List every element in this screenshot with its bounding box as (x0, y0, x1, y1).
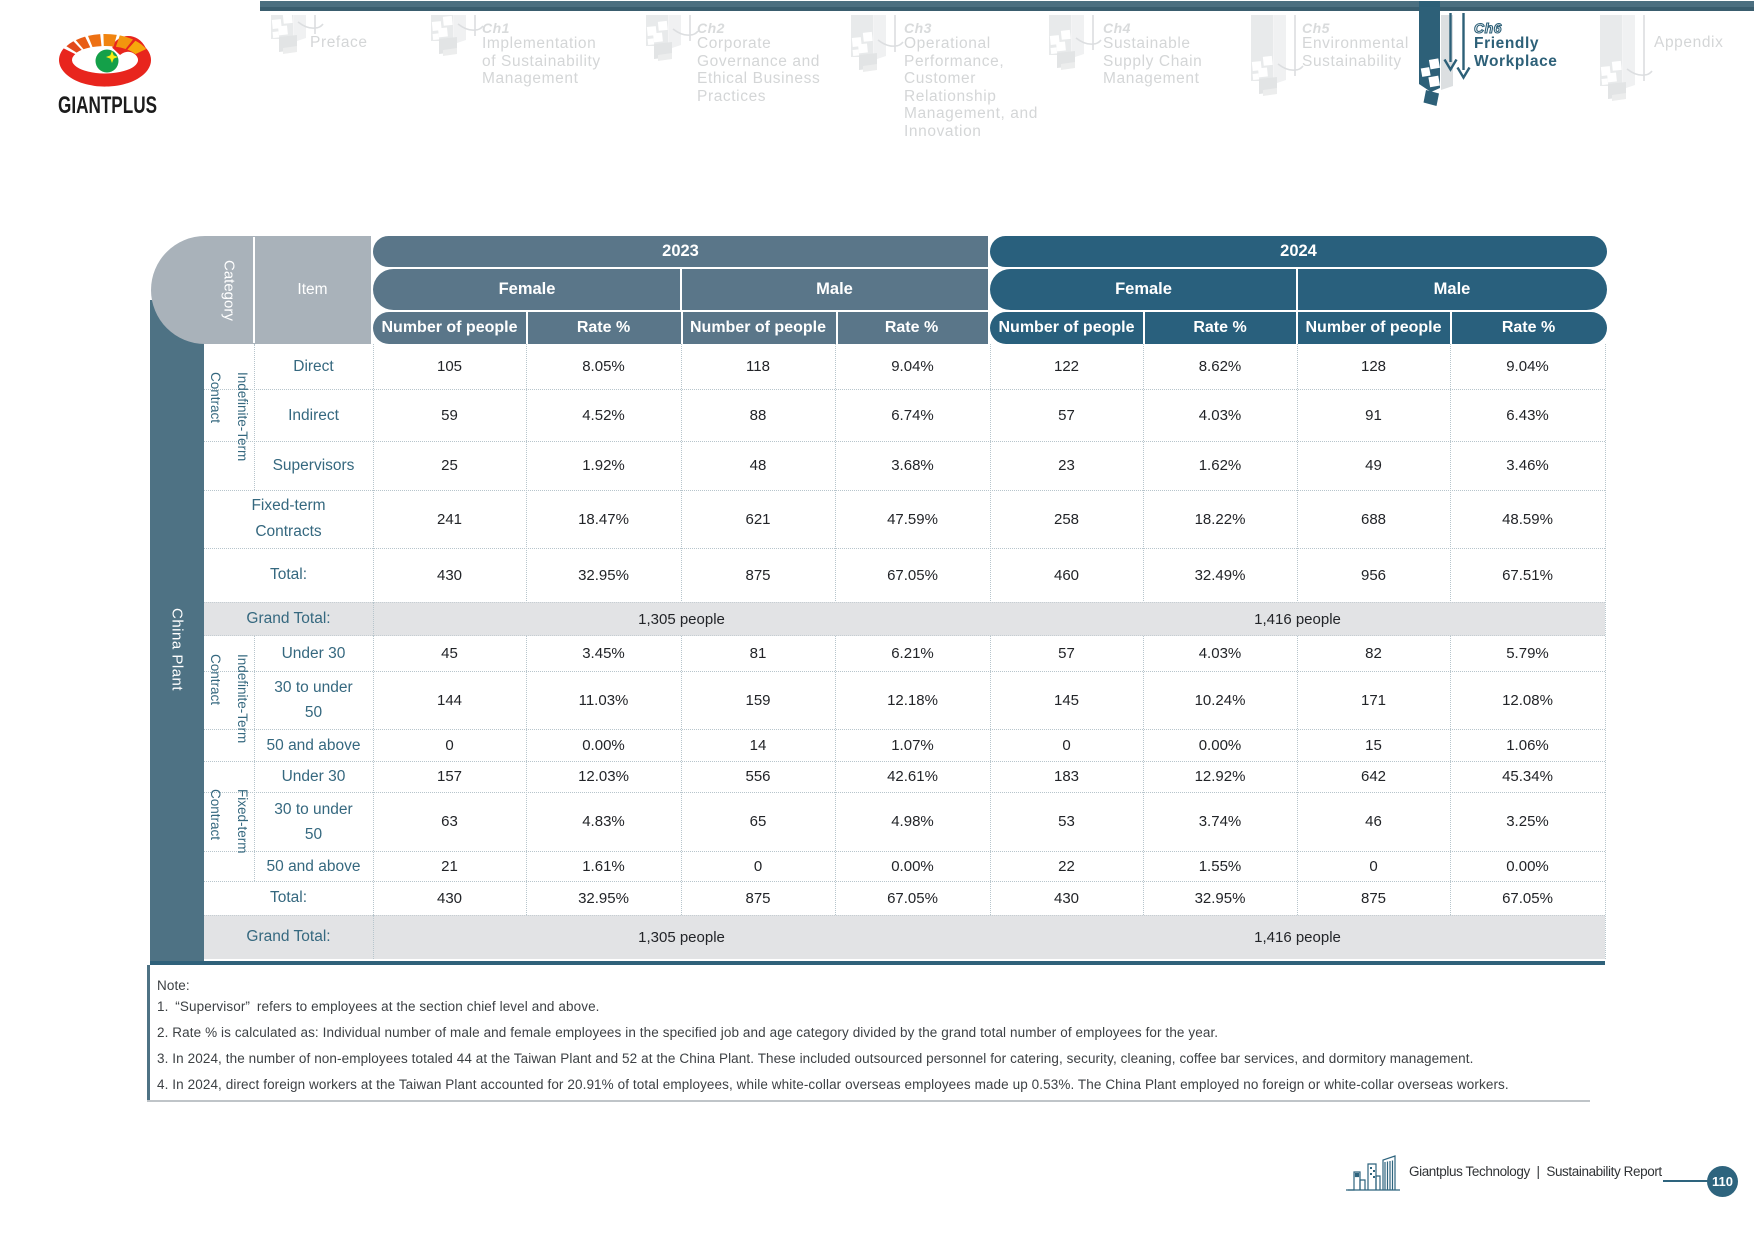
svg-text:GIANTPLUS: GIANTPLUS (58, 92, 157, 119)
